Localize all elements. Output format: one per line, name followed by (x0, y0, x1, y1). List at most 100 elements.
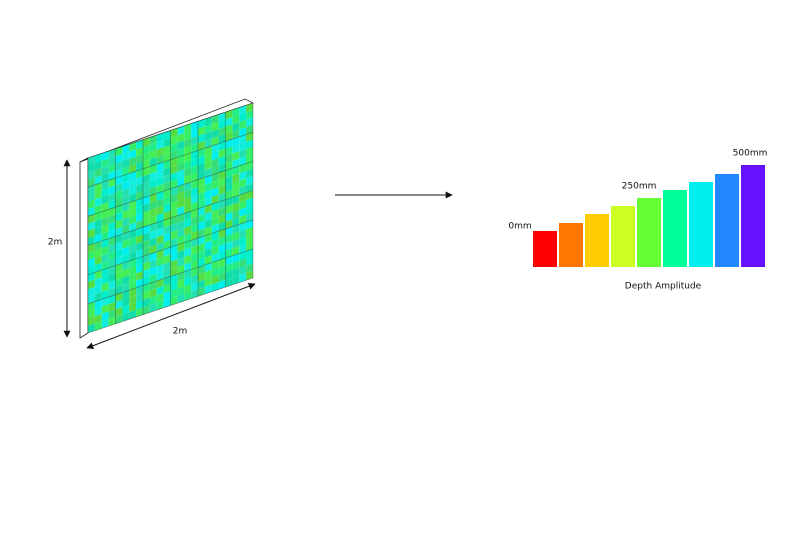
mosaic-cell (246, 212, 253, 222)
mosaic-cell (149, 171, 157, 182)
mosaic-cell (239, 243, 247, 254)
mosaic-cell (191, 121, 198, 131)
mosaic-cell (122, 180, 130, 191)
mosaic-cell (218, 185, 226, 195)
mosaic-cell (156, 191, 164, 201)
mosaic-cell (94, 153, 102, 163)
mosaic-cell (170, 244, 178, 255)
mosaic-cell (191, 245, 198, 255)
mosaic-cell (156, 213, 164, 223)
mosaic-cell (239, 273, 247, 283)
mosaic-cell (246, 124, 253, 135)
mosaic-cell (184, 211, 192, 221)
mosaic-cell (211, 223, 219, 234)
mosaic-cell (163, 130, 171, 141)
mosaic-cell (198, 264, 205, 275)
mosaic-cell (115, 234, 123, 244)
mosaic-cell (129, 214, 137, 225)
mosaic-cell (239, 258, 247, 268)
mosaic-cell (184, 174, 192, 185)
mosaic-cell (246, 161, 253, 171)
mosaic-cell (239, 134, 247, 145)
mosaic-cell (108, 265, 116, 276)
mosaic-cell (143, 224, 150, 235)
mosaic-cell (218, 192, 226, 202)
mosaic-cell (204, 160, 212, 171)
mosaic-cell (143, 166, 150, 177)
mosaic-cell (115, 212, 123, 222)
ramp-bar (585, 214, 609, 267)
mosaic-cell (94, 270, 102, 280)
mosaic-cell (232, 158, 240, 169)
mosaic-cell (184, 152, 192, 163)
mosaic-cell (246, 241, 253, 252)
mosaic-cell (198, 272, 205, 282)
mosaic-cell (94, 248, 102, 258)
mosaic-cell (101, 245, 109, 256)
mosaic-cell (170, 259, 178, 270)
mosaic-cell (218, 243, 226, 253)
mosaic-cell (136, 227, 143, 237)
mosaic-cell (218, 228, 226, 239)
mosaic-cell (239, 221, 247, 232)
mosaic-cell (246, 139, 253, 150)
mosaic-cell (136, 139, 143, 150)
mosaic-cell (184, 240, 192, 250)
mosaic-cell (88, 235, 95, 246)
mosaic-cell (101, 253, 109, 263)
mosaic-cell (149, 156, 157, 167)
mosaic-cell (204, 124, 212, 134)
mosaic-cell (204, 131, 212, 141)
mosaic-cell (177, 184, 185, 194)
mosaic-cell (170, 193, 178, 204)
mosaic-cell (163, 174, 171, 184)
mosaic-cell (156, 249, 164, 260)
mosaic-cell (115, 153, 123, 164)
mosaic-cell (170, 171, 178, 182)
mosaic-cell (170, 230, 178, 240)
mosaic-cell (122, 158, 130, 169)
mosaic-cell (198, 257, 205, 268)
mosaic-cell (170, 252, 178, 262)
mosaic-cell (108, 178, 116, 188)
height-label: 2m (48, 238, 63, 248)
mosaic-cell (101, 267, 109, 278)
mosaic-cell (177, 235, 185, 245)
mosaic-cell (136, 241, 143, 252)
mosaic-cell (211, 231, 219, 241)
mosaic-cell (204, 248, 212, 258)
mosaic-cell (88, 199, 95, 210)
mosaic-cell (239, 112, 247, 123)
mosaic-cell (191, 179, 198, 190)
mosaic-cell (143, 246, 150, 257)
mosaic-cell (136, 212, 143, 223)
mosaic-cell (94, 219, 102, 229)
mosaic-cell (218, 170, 226, 181)
mosaic-cell (225, 270, 233, 280)
mosaic-cell (232, 187, 240, 198)
mosaic-cell (198, 206, 205, 217)
mosaic-cell (211, 187, 219, 197)
mosaic-cell (204, 175, 212, 185)
mosaic-cell (122, 188, 130, 198)
mosaic-cell (101, 173, 109, 183)
mosaic-cell (246, 154, 253, 164)
mosaic-cell (156, 198, 164, 208)
mosaic-cell (122, 202, 130, 213)
mosaic-cell (198, 228, 205, 238)
mosaic-cell (211, 114, 219, 125)
mosaic-cell (184, 233, 192, 243)
mosaic-cell (225, 263, 233, 273)
mosaic-cell (204, 218, 212, 229)
mosaic-cell (115, 146, 123, 157)
mosaic-cell (94, 182, 102, 193)
mosaic-cell (136, 183, 143, 193)
ramp-bar (611, 206, 635, 267)
width-label: 2m (173, 327, 188, 337)
mosaic-cell (191, 194, 198, 204)
mosaic-cell (225, 131, 233, 142)
mosaic-cell (156, 161, 164, 172)
mosaic-cell (115, 168, 123, 178)
mosaic-cell (108, 236, 116, 246)
mosaic-cell (218, 119, 226, 130)
